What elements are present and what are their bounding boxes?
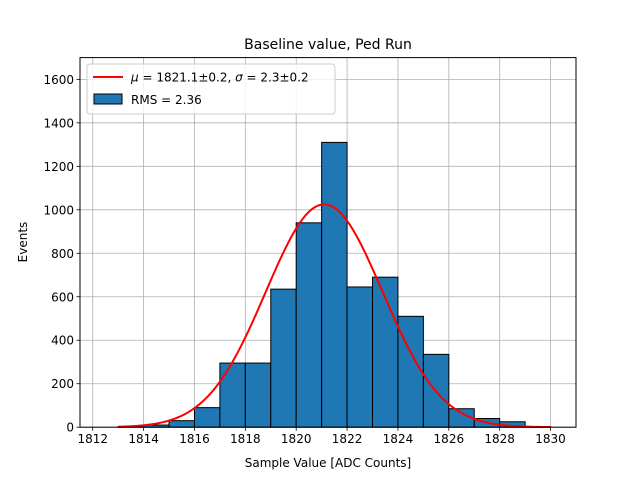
legend: μ = 1821.1±0.2, σ = 2.3±0.2 RMS = 2.36 — [86, 63, 336, 115]
histogram-bar — [372, 276, 399, 428]
histogram-bar — [270, 288, 297, 428]
x-tick-label: 1830 — [535, 432, 566, 446]
y-tick-label: 200 — [51, 377, 74, 391]
x-tick-label: 1826 — [434, 432, 465, 446]
plot-frame — [79, 57, 577, 428]
histogram-bar — [321, 141, 348, 428]
x-tick-label: 1822 — [332, 432, 363, 446]
legend-fit-label: μ = 1821.1±0.2, σ = 2.3±0.2 — [130, 71, 309, 85]
x-tick-label: 1816 — [179, 432, 210, 446]
legend-box — [86, 63, 336, 115]
x-tick-label: 1814 — [128, 432, 159, 446]
y-axis-label: Events — [16, 222, 30, 263]
histogram-bar — [168, 420, 195, 428]
x-axis-ticks: 1812 1814 1816 1818 1820 1822 1824 1826 1828 1830 — [77, 427, 566, 446]
histogram-bar — [219, 362, 246, 428]
y-axis-ticks: 0 200 400 600 800 1000 1200 1400 1600 — [43, 73, 80, 435]
y-tick-label: 1000 — [43, 203, 74, 217]
y-tick-label: 400 — [51, 334, 74, 348]
x-tick-label: 1824 — [383, 432, 414, 446]
y-tick-label: 1600 — [43, 73, 74, 87]
histogram-bar — [244, 362, 272, 428]
histogram-bar — [193, 407, 221, 428]
x-tick-label: 1828 — [484, 432, 515, 446]
y-tick-label: 0 — [66, 421, 74, 435]
histogram-bar — [295, 222, 323, 428]
y-tick-label: 1400 — [43, 116, 74, 130]
chart-title: Baseline value, Ped Run — [244, 37, 412, 53]
y-tick-label: 800 — [51, 247, 74, 261]
x-axis-label: Sample Value [ADC Counts] — [245, 456, 411, 470]
histogram-bar — [346, 286, 374, 428]
x-tick-label: 1820 — [281, 432, 312, 446]
y-tick-label: 600 — [51, 290, 74, 304]
y-tick-label: 1200 — [43, 160, 74, 174]
gaussian-fit-line — [118, 203, 551, 429]
histogram-bars — [117, 141, 552, 428]
legend-hist-swatch — [93, 93, 123, 105]
legend-hist-label: RMS = 2.36 — [131, 93, 202, 107]
x-tick-label: 1818 — [230, 432, 261, 446]
x-tick-label: 1812 — [77, 432, 108, 446]
